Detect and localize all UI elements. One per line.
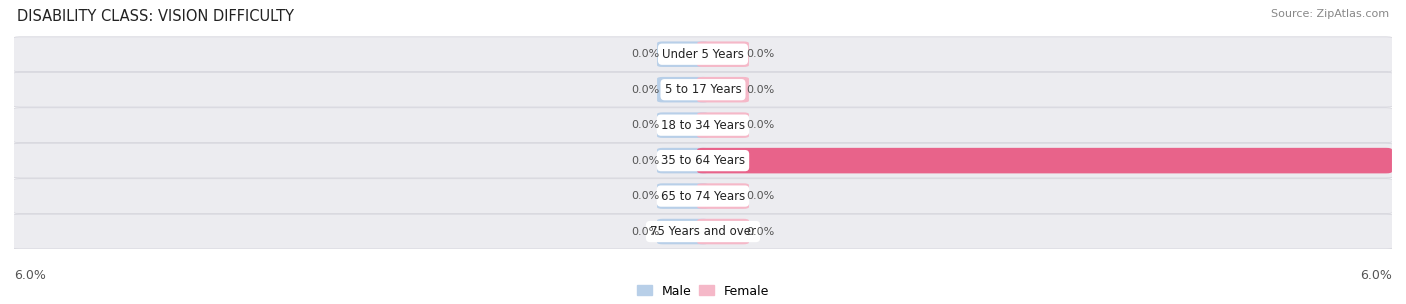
Text: DISABILITY CLASS: VISION DIFFICULTY: DISABILITY CLASS: VISION DIFFICULTY	[17, 9, 294, 24]
FancyBboxPatch shape	[697, 183, 749, 209]
Text: 0.0%: 0.0%	[747, 85, 775, 95]
Text: 0.0%: 0.0%	[747, 120, 775, 130]
Text: 0.0%: 0.0%	[631, 191, 659, 201]
FancyBboxPatch shape	[11, 37, 1395, 72]
Text: 65 to 74 Years: 65 to 74 Years	[661, 190, 745, 202]
FancyBboxPatch shape	[657, 112, 709, 138]
FancyBboxPatch shape	[697, 112, 749, 138]
Text: 0.0%: 0.0%	[747, 49, 775, 59]
FancyBboxPatch shape	[697, 148, 1392, 173]
Text: 18 to 34 Years: 18 to 34 Years	[661, 119, 745, 132]
Text: 5.9%: 5.9%	[1395, 156, 1406, 166]
Text: Source: ZipAtlas.com: Source: ZipAtlas.com	[1271, 9, 1389, 19]
FancyBboxPatch shape	[11, 179, 1395, 213]
FancyBboxPatch shape	[657, 148, 709, 173]
FancyBboxPatch shape	[657, 41, 709, 67]
FancyBboxPatch shape	[11, 72, 1395, 107]
Legend: Male, Female: Male, Female	[631, 280, 775, 302]
Text: 6.0%: 6.0%	[1360, 269, 1392, 282]
Text: 35 to 64 Years: 35 to 64 Years	[661, 154, 745, 167]
Text: 0.0%: 0.0%	[631, 120, 659, 130]
FancyBboxPatch shape	[11, 143, 1395, 178]
Text: Under 5 Years: Under 5 Years	[662, 48, 744, 61]
Text: 6.0%: 6.0%	[14, 269, 46, 282]
Text: 0.0%: 0.0%	[631, 85, 659, 95]
Text: 0.0%: 0.0%	[747, 191, 775, 201]
FancyBboxPatch shape	[697, 77, 749, 102]
Text: 0.0%: 0.0%	[747, 226, 775, 237]
Text: 0.0%: 0.0%	[631, 49, 659, 59]
FancyBboxPatch shape	[11, 108, 1395, 143]
FancyBboxPatch shape	[697, 41, 749, 67]
FancyBboxPatch shape	[657, 219, 709, 244]
Text: 5 to 17 Years: 5 to 17 Years	[665, 83, 741, 96]
Text: 0.0%: 0.0%	[631, 226, 659, 237]
FancyBboxPatch shape	[11, 214, 1395, 249]
FancyBboxPatch shape	[697, 219, 749, 244]
FancyBboxPatch shape	[657, 77, 709, 102]
Text: 75 Years and over: 75 Years and over	[650, 225, 756, 238]
Text: 0.0%: 0.0%	[631, 156, 659, 166]
FancyBboxPatch shape	[657, 183, 709, 209]
